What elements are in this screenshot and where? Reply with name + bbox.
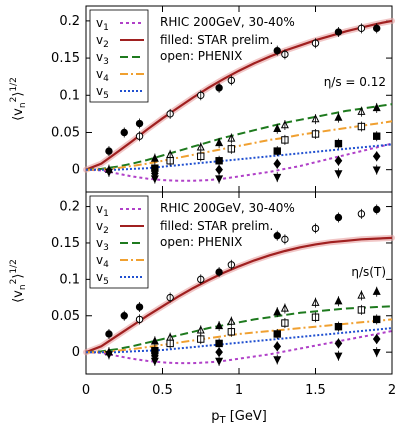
y-axis-label: ⟨vn2⟩1/2 <box>9 259 28 303</box>
y-tick-label: 0.15 <box>51 236 80 251</box>
x-axis-label: pT [GeV] <box>211 409 267 426</box>
x-tick-label: 1.5 <box>305 383 326 398</box>
x-tick-label: 1 <box>235 383 243 398</box>
y-tick-label: 0.05 <box>51 125 80 140</box>
legend-label-v3: v3 <box>96 236 109 253</box>
series-line-v3 <box>85 103 393 171</box>
x-tick-label: 2 <box>388 383 396 398</box>
y-tick-label: 0.2 <box>59 14 80 29</box>
series-line-v2 <box>85 236 393 354</box>
legend-label-v4: v4 <box>96 253 109 270</box>
y-tick-label: 0 <box>72 345 80 360</box>
x-tick-label: 0 <box>82 383 90 398</box>
legend-label-v1: v1 <box>96 202 109 219</box>
series-line-v3 <box>85 305 393 354</box>
annotation-title: RHIC 200GeV, 30-40% <box>160 201 295 215</box>
annotation-filled: filled: STAR prelim. <box>160 33 273 47</box>
legend-label-v4: v4 <box>96 67 109 84</box>
legend-label-v5: v5 <box>96 84 109 101</box>
parameter-label: η/s(T) <box>351 265 386 279</box>
series-line-v5 <box>86 327 393 354</box>
annotation-title: RHIC 200GeV, 30-40% <box>160 15 295 29</box>
annotation-filled: filled: STAR prelim. <box>160 219 273 233</box>
legend-label-v5: v5 <box>96 270 109 287</box>
y-axis-label: ⟨vn2⟩1/2 <box>9 77 28 121</box>
legend-label-v3: v3 <box>96 50 109 67</box>
series-line-v5 <box>86 143 393 171</box>
annotation-open: open: PHENIX <box>160 235 242 249</box>
x-tick-label: 0.5 <box>152 383 173 398</box>
annotation-open: open: PHENIX <box>160 49 242 63</box>
series-line-v1 <box>85 142 393 182</box>
series-line-v1 <box>85 330 393 365</box>
legend-label-v1: v1 <box>96 16 109 33</box>
legend-label-v2: v2 <box>96 33 109 50</box>
y-tick-label: 0.1 <box>59 88 80 103</box>
parameter-label: η/s = 0.12 <box>324 75 386 89</box>
legend-label-v2: v2 <box>96 219 109 236</box>
y-tick-label: 0 <box>72 163 80 178</box>
y-tick-label: 0.2 <box>59 200 80 215</box>
y-tick-label: 0.15 <box>51 51 80 66</box>
y-tick-label: 0.1 <box>59 272 80 287</box>
y-tick-label: 0.05 <box>51 309 80 324</box>
series-line-v4 <box>86 120 393 171</box>
